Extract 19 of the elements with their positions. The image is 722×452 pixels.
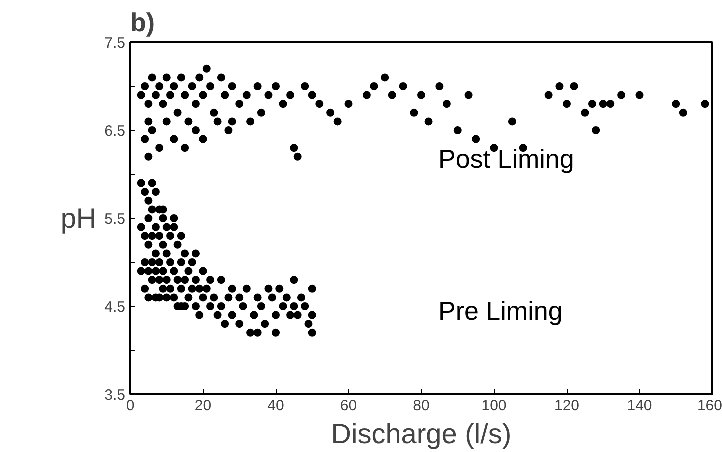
x-tick-label: 100	[482, 398, 507, 414]
x-axis-title: Discharge (l/s)	[331, 418, 512, 450]
y-tick-label: 4.5	[104, 299, 126, 316]
y-tick-label: 6.5	[104, 123, 126, 140]
series-label: Post Liming	[438, 144, 574, 174]
x-tick-label: 140	[627, 398, 652, 414]
chart-title: b)	[130, 8, 156, 38]
x-tick-label: 20	[194, 398, 212, 414]
y-tick-label: 3.5	[104, 387, 126, 404]
y-tick-label: 5.5	[104, 211, 126, 228]
text: Pre Liming	[438, 296, 563, 326]
x-tick-label: 40	[268, 398, 284, 414]
x-tick-label: 120	[554, 398, 580, 414]
x-tick-label: 0	[126, 398, 135, 414]
x-tick-label: 160	[697, 398, 722, 414]
y-tick-label: 7.5	[104, 35, 126, 52]
x-tick-label: 60	[340, 398, 358, 414]
y-axis-title: pH	[60, 203, 97, 234]
x-tick-label: 80	[413, 398, 430, 414]
